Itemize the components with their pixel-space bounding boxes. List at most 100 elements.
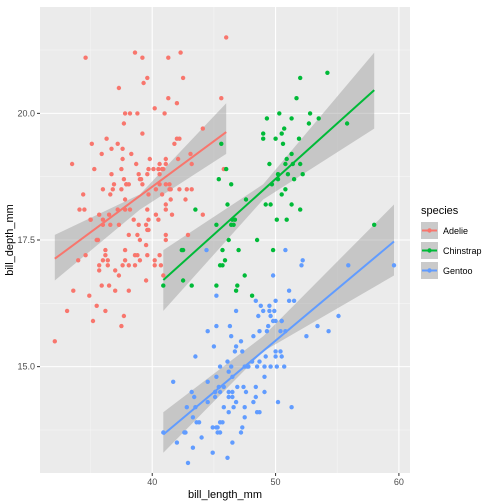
data-point [77,207,82,212]
data-point [189,389,194,395]
data-point [97,268,102,273]
data-point [270,318,276,324]
data-point [229,222,234,227]
data-point [193,207,198,212]
legend-label: Chinstrap [443,246,482,256]
data-point [105,263,111,268]
data-point [230,389,235,395]
data-point [127,111,133,116]
data-point [121,177,127,182]
grid-major [40,7,410,473]
data-point [132,263,138,268]
data-point [273,354,278,359]
data-point [262,374,267,379]
data-point [212,394,218,400]
data-point [152,106,157,111]
data-point [214,283,219,288]
data-point [163,232,168,238]
x-tick-label: 50 [271,477,281,487]
data-point [174,101,180,106]
data-point [284,156,289,162]
fit-line [162,89,375,281]
data-point [298,207,303,212]
data-point [221,405,226,410]
data-point [289,116,294,121]
data-point [233,399,239,405]
data-point [282,126,287,131]
data-point [278,349,283,354]
data-point [143,278,149,283]
data-point [232,217,238,222]
data-point [71,288,76,293]
data-point [304,334,309,339]
data-point [100,217,106,222]
data-point [189,187,194,192]
data-point [279,192,284,197]
data-point [224,35,229,40]
data-point [199,435,204,440]
data-point [283,247,288,253]
data-point [214,323,219,329]
data-point [219,96,224,101]
data-point [135,111,140,116]
data-point [145,75,150,81]
data-point [83,55,88,60]
data-point [153,212,159,217]
data-point [184,405,189,410]
data-point [183,197,188,202]
data-point [180,75,186,81]
data-point [251,334,256,339]
data-point [151,166,156,172]
data-point [283,161,288,167]
data-point [81,192,86,197]
data-point [266,323,271,329]
data-point [277,111,282,116]
data-point [169,212,175,217]
data-point [267,308,272,314]
data-point [233,288,239,293]
data-point [162,111,167,116]
data-point [233,344,239,349]
data-point [127,207,133,212]
data-point [279,354,284,359]
data-point [89,141,95,146]
data-point [113,288,118,293]
data-point [92,166,97,172]
data-point [132,50,138,55]
data-point [211,344,217,349]
data-point [263,202,268,207]
data-point [372,222,377,227]
data-point [188,151,193,157]
data-point [146,166,151,172]
legend-key-point [427,248,432,253]
data-point [168,197,173,202]
data-point [205,329,210,334]
data-point [97,263,102,268]
data-point [226,394,231,400]
data-point [267,161,272,167]
data-point [251,399,256,405]
data-point [230,394,235,400]
data-point [289,202,294,207]
data-point [120,146,125,151]
data-point [241,384,246,390]
data-point [238,430,244,435]
data-point [326,329,331,334]
data-point [306,121,312,126]
data-point [217,364,223,369]
data-point [214,425,219,430]
data-point [225,202,230,207]
data-point [100,258,106,263]
data-point [220,263,225,268]
data-point [185,232,191,238]
data-point [286,288,292,293]
data-point [268,364,273,369]
data-point [249,293,255,298]
data-point [156,217,161,222]
legend-label: Gentoo [443,266,473,276]
data-point [180,247,186,253]
data-point [124,182,129,187]
data-point [298,75,303,81]
data-point [286,298,292,303]
data-point [291,298,297,303]
